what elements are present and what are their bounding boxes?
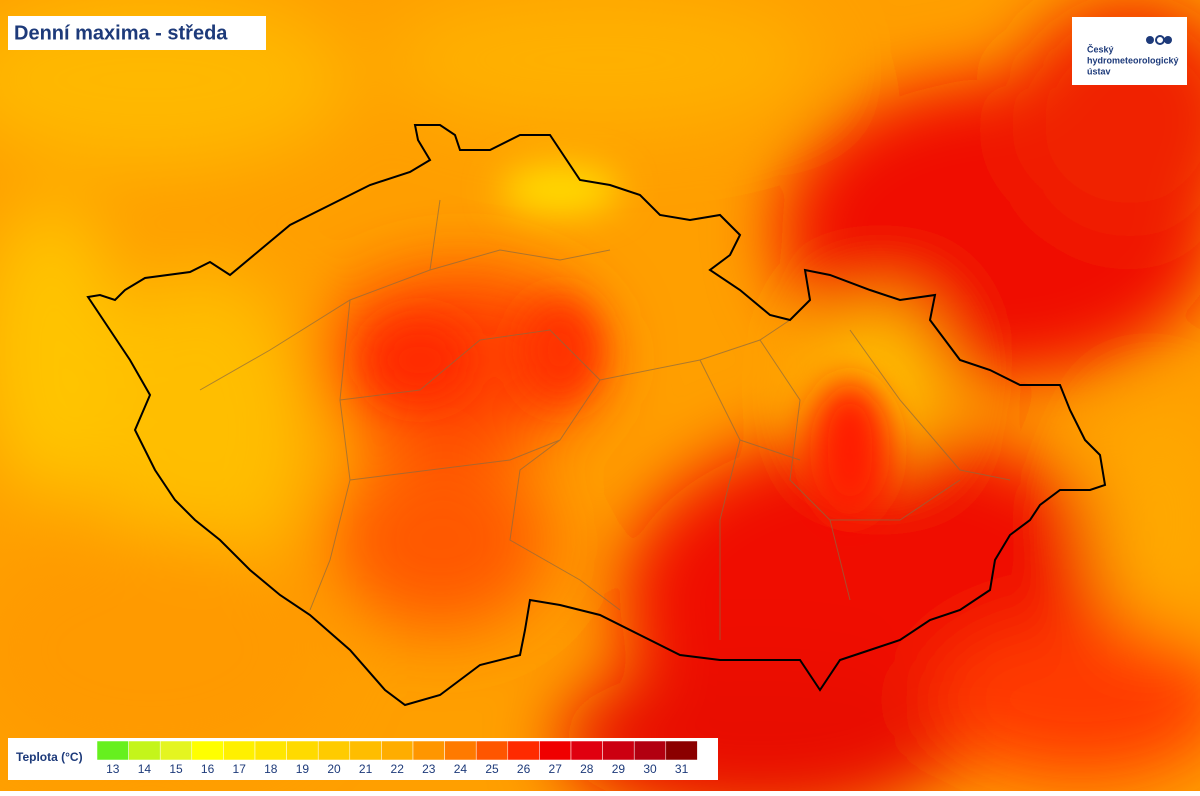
legend-value: 23	[422, 762, 436, 776]
legend-value: 21	[359, 762, 373, 776]
legend-value: 27	[549, 762, 563, 776]
legend-swatch	[539, 740, 572, 761]
logo-line: Český	[1087, 43, 1114, 54]
legend-value: 18	[264, 762, 278, 776]
legend-value: 22	[391, 762, 405, 776]
logo-box	[1072, 17, 1187, 85]
legend-value: 19	[296, 762, 310, 776]
legend-swatch	[570, 740, 603, 761]
legend-value: 25	[485, 762, 499, 776]
legend: 13 14 15 16 17 18 19 20 21 22 23 24 25 26 27 28 29 30 31	[96, 740, 698, 776]
legend-value: 14	[138, 762, 152, 776]
legend-swatch	[602, 740, 635, 761]
region-borders	[199, 199, 1011, 640]
logo-icon	[1146, 35, 1172, 45]
country-border	[86, 124, 1107, 707]
legend-swatch	[191, 740, 224, 761]
legend-swatch	[444, 740, 477, 761]
legend-swatch	[665, 740, 698, 761]
legend-value: 17	[233, 762, 247, 776]
legend-value: 24	[454, 762, 468, 776]
legend-swatch	[128, 740, 161, 761]
temperature-detail	[370, 165, 890, 520]
legend-swatch	[223, 740, 256, 761]
legend-swatch	[254, 740, 287, 761]
legend-swatch	[349, 740, 382, 761]
logo-line: hydrometeorologický	[1087, 55, 1179, 65]
legend-swatch	[507, 740, 540, 761]
legend-value: 13	[106, 762, 120, 776]
legend-value: 20	[327, 762, 341, 776]
legend-swatch	[96, 740, 129, 761]
title-box	[8, 16, 266, 50]
legend-label: Teplota (°C)	[16, 750, 83, 764]
legend-swatch	[475, 740, 509, 761]
legend-swatch	[633, 740, 667, 761]
legend-value: 29	[612, 762, 626, 776]
legend-value: 30	[643, 762, 657, 776]
legend-swatch	[381, 740, 414, 761]
legend-swatch	[317, 740, 351, 761]
legend-value: 16	[201, 762, 215, 776]
title: Denní maxima - středa	[14, 22, 228, 44]
legend-swatch	[286, 740, 319, 761]
legend-swatch	[159, 740, 193, 761]
legend-value: 28	[580, 762, 594, 776]
legend-value: 26	[517, 762, 531, 776]
legend-value: 15	[169, 762, 183, 776]
legend-swatch	[412, 740, 445, 761]
logo-line: ústav	[1087, 66, 1111, 76]
legend-value: 31	[675, 762, 689, 776]
